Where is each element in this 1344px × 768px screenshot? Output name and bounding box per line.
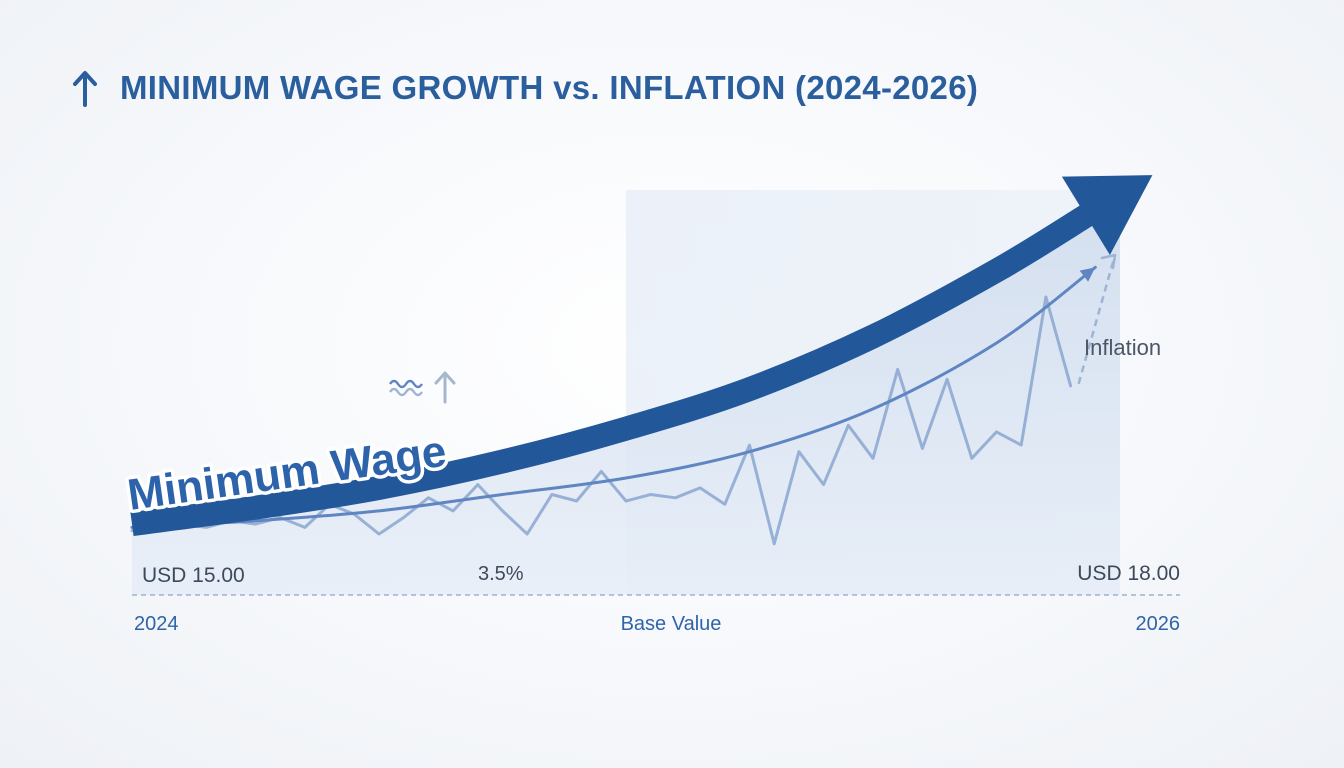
- minimum-wage-arrowhead: [1061, 175, 1153, 255]
- inflation-projection-arrowhead: [1100, 253, 1117, 270]
- inflation-series-label: Inflation: [1084, 335, 1161, 360]
- x-tick-end: 2026: [1136, 613, 1181, 635]
- minimum-wage-series: [130, 175, 1153, 536]
- x-tick-start: 2024: [134, 613, 179, 635]
- trend-arrowhead: [1079, 267, 1096, 282]
- x-center-label: Base Value: [621, 613, 722, 635]
- end-value-label: USD 18.00: [1077, 562, 1180, 585]
- rate-label: 3.5%: [478, 563, 524, 585]
- inflation-projection-line: [1077, 254, 1117, 385]
- inflation-series: [130, 253, 1117, 546]
- chart-title: MINIMUM WAGE GROWTH vs. INFLATION (2024-…: [120, 69, 979, 106]
- chart-title-row: MINIMUM WAGE GROWTH vs. INFLATION (2024-…: [72, 66, 978, 110]
- trend-series: [130, 265, 1097, 529]
- trend-line: [130, 265, 1097, 529]
- minimum-wage-line: [130, 203, 1096, 536]
- wave-up-arrow-icon: [389, 371, 456, 404]
- start-value-label: USD 15.00: [142, 564, 245, 587]
- up-arrow-icon: [73, 71, 97, 107]
